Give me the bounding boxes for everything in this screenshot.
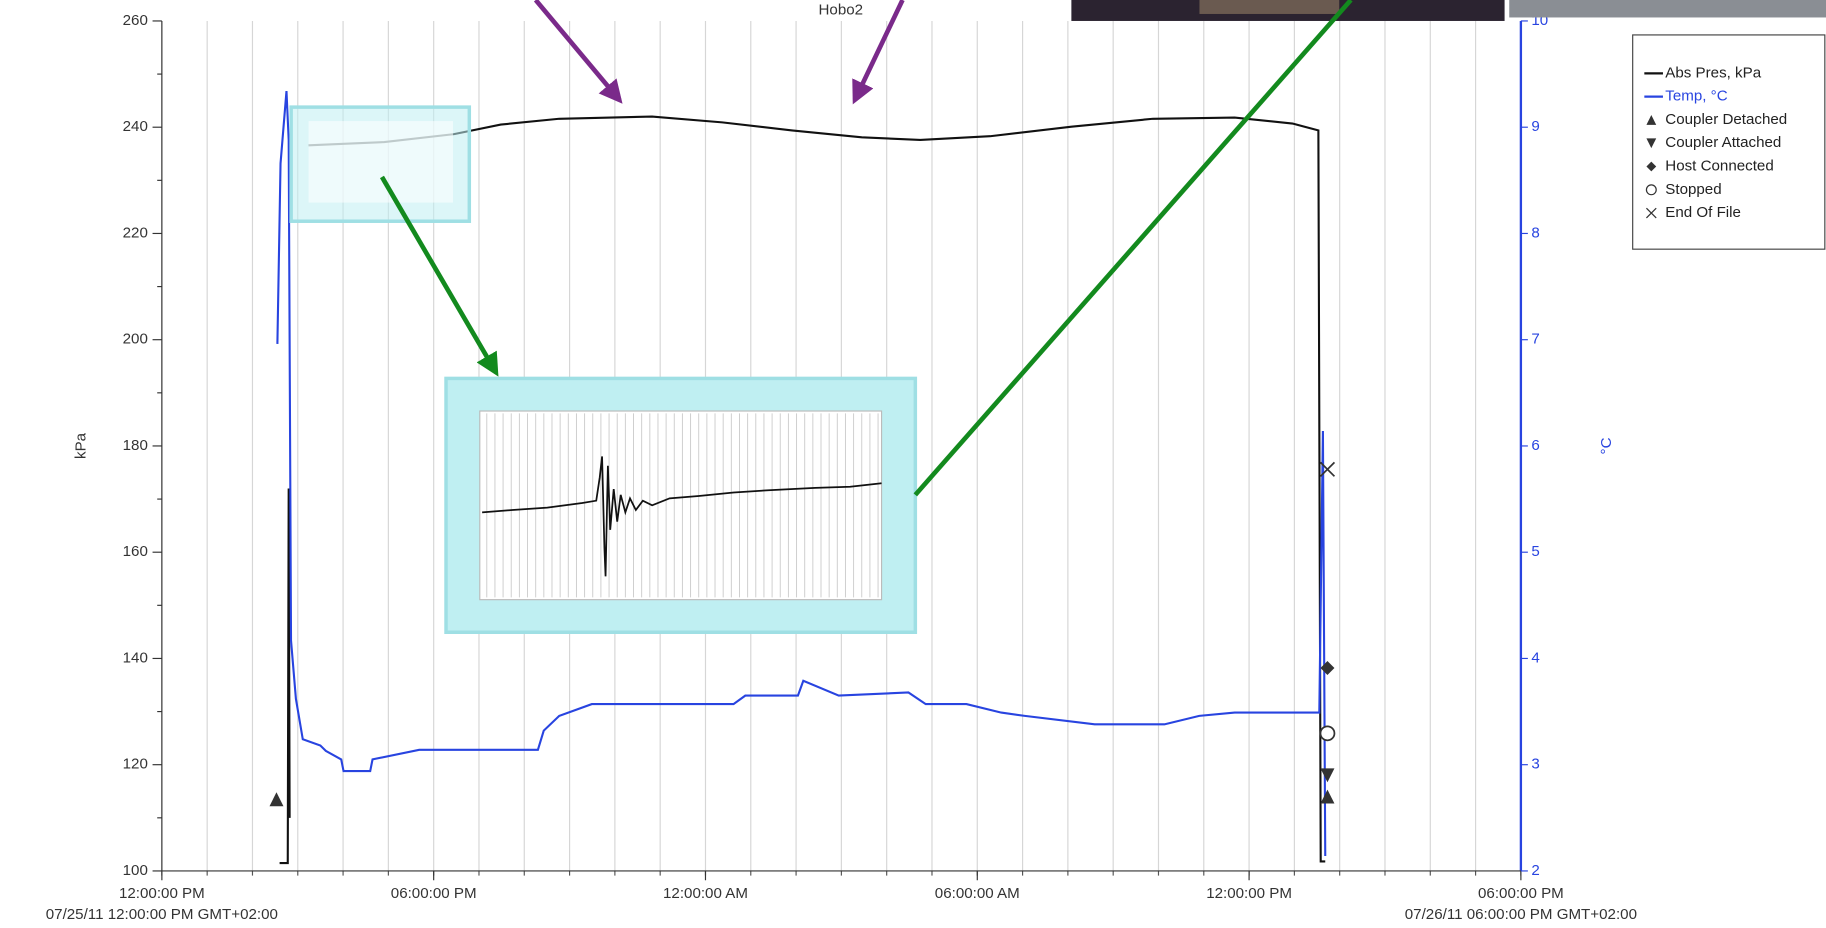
- y2-tick-label: 6: [1531, 437, 1539, 454]
- x-tick-label: 06:00:00 PM: [391, 885, 477, 902]
- callout-box-inner: [309, 121, 453, 203]
- y2-axis-label: °C: [1598, 437, 1615, 454]
- arrow: [915, 0, 1351, 495]
- legend-label: End Of File: [1665, 204, 1741, 221]
- y-tick-label: 120: [123, 756, 148, 773]
- y-tick-label: 260: [123, 12, 148, 29]
- marker: [1320, 768, 1334, 782]
- legend-label: Coupler Attached: [1665, 134, 1781, 151]
- y-tick-label: 200: [123, 331, 148, 348]
- y2-tick-label: 7: [1531, 331, 1539, 348]
- x-tick-label: 12:00:00 AM: [663, 885, 748, 902]
- y-tick-label: 140: [123, 649, 148, 666]
- y2-tick-label: 5: [1531, 543, 1539, 560]
- y-tick-label: 220: [123, 224, 148, 241]
- x-range-label: 07/26/11 06:00:00 PM GMT+02:00: [1405, 906, 1637, 923]
- y-axis-label: kPa: [73, 432, 90, 459]
- y2-tick-label: 3: [1531, 756, 1539, 773]
- marker: [1320, 661, 1334, 675]
- marker: [1646, 185, 1656, 195]
- marker: [1320, 790, 1334, 804]
- y-tick-label: 160: [123, 543, 148, 560]
- page: 12:00:00 PM 06:00:00 PM 12:00:00 AM 06:00:0…: [0, 0, 1826, 928]
- x-tick-label: 06:00:00 AM: [935, 885, 1020, 902]
- photo: [1199, 0, 1339, 14]
- marker: [269, 792, 283, 806]
- x-range-label: 07/25/11 12:00:00 PM GMT+02:00: [46, 906, 278, 923]
- photo: [1509, 0, 1826, 17]
- y2-tick-label: 8: [1531, 224, 1539, 241]
- x-tick-label: 12:00:00 PM: [119, 885, 205, 902]
- legend-label: Abs Pres, kPa: [1665, 64, 1761, 81]
- legend-label: Coupler Detached: [1665, 111, 1787, 128]
- legend-label: Host Connected: [1665, 158, 1773, 175]
- y-tick-label: 100: [123, 862, 148, 879]
- y2-tick-label: 2: [1531, 862, 1539, 879]
- x-tick-label: 12:00:00 PM: [1206, 885, 1292, 902]
- annotation: Hobo2: [819, 1, 864, 18]
- y-tick-label: 180: [123, 437, 148, 454]
- chart: 12:00:00 PM 06:00:00 PM 12:00:00 AM 06:00:0…: [0, 0, 1826, 928]
- legend-label: Temp, °C: [1665, 88, 1727, 105]
- y-tick-label: 240: [123, 118, 148, 135]
- legend-label: Stopped: [1665, 181, 1721, 198]
- arrow: [536, 0, 620, 100]
- marker: [1320, 726, 1334, 740]
- x-tick-label: 06:00:00 PM: [1478, 885, 1564, 902]
- y2-tick-label: 4: [1531, 649, 1539, 666]
- y2-tick-label: 9: [1531, 118, 1539, 135]
